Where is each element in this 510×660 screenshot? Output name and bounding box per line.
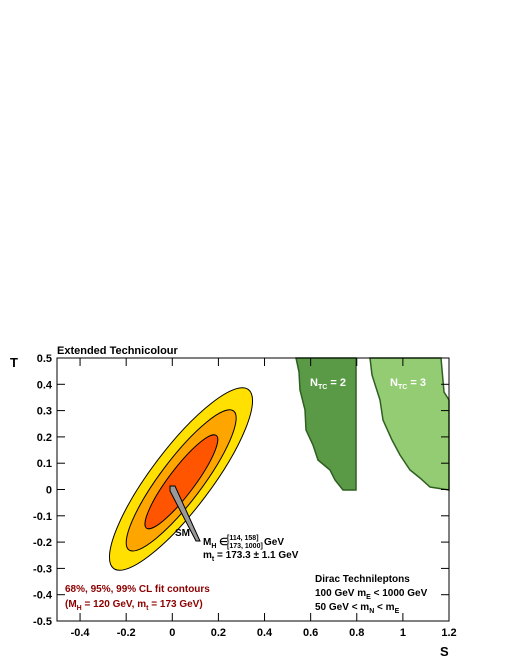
text: N [369,608,374,615]
mh-range-bottom: [173, 1000] [227,543,263,550]
contour-note: 68%, 95%, 99% CL fit contours [65,584,210,595]
y-tick-label: -0.1 [33,511,52,523]
x-tick-label: -0.2 [117,627,136,639]
text: (M [65,599,77,610]
sm-label: SM [175,528,190,539]
text: H [211,543,216,550]
x-tick-label: 0.4 [257,627,273,639]
chart-title: Extended Technicolour [57,345,179,357]
mh-label: MH ∈ [203,537,228,550]
y-tick-label: 0.1 [37,458,52,470]
text: 100 GeV m [315,588,366,599]
text: N [310,377,318,389]
leptons-me: 100 GeV mE < 1000 GeV [315,588,428,601]
mt-label: mt = 173.3 ± 1.1 GeV [203,550,299,563]
leptons-title: Dirac Technileptons [315,574,410,585]
x-tick-label: 1.2 [441,627,456,639]
mh-range-top: [114, 158] [227,535,259,542]
text: t [212,556,215,563]
ticks: -0.4 -0.2 0 0.2 0.4 0.6 0.8 1 1.2 -0.5 -0.4 -0.3 -0.… [33,353,457,639]
x-tick-label: 0.6 [303,627,318,639]
y-tick-label: -0.4 [33,590,53,602]
x-tick-label: -0.4 [71,627,91,639]
x-tick-label: 1 [400,627,406,639]
text: 50 GeV < m [315,602,369,613]
y-tick-label: 0.5 [37,353,52,365]
text: = 2 [327,377,346,389]
text: = 3 [407,377,426,389]
leptons-mn: 50 GeV < mN < mE [315,602,400,615]
contour-68 [144,434,219,530]
y-tick-label: -0.2 [33,537,52,549]
text: E [366,594,371,601]
text: t [146,605,149,612]
text: < 1000 GeV [371,588,428,599]
text: TC [398,384,407,391]
y-tick-label: -0.5 [33,616,52,628]
y-tick-label: 0.2 [37,432,52,444]
x-tick-label: 0.2 [211,627,226,639]
mh-unit: GeV [264,537,284,548]
regions [295,357,450,491]
text: N [390,377,398,389]
x-tick-label: 0.8 [349,627,364,639]
x-tick-label: 0 [169,627,175,639]
region-ntc3 [369,357,450,491]
region-ntc2 [295,357,357,491]
sm-band [169,485,201,542]
ntc2-label: NTC = 2 [310,377,346,391]
text: = 120 GeV, m [82,599,147,610]
contours [108,387,254,571]
y-tick-label: 0.4 [37,379,53,391]
text: m [203,550,212,561]
text: TC [318,384,327,391]
text: E [395,608,400,615]
text: < m [374,602,394,613]
text: H [77,605,82,612]
ntc3-label: NTC = 3 [390,377,426,391]
text: M [203,537,211,548]
text: = 173.3 ± 1.1 GeV [214,550,298,561]
y-tick-label: 0 [46,485,52,497]
contour-note-params: (MH = 120 GeV, mt = 173 GeV) [65,599,203,612]
y-tick-label: 0.3 [37,406,52,418]
text: = 173 GeV) [148,599,202,610]
text: ∈ [216,537,228,548]
y-tick-label: -0.3 [33,563,52,575]
x-axis-label: S [440,644,449,659]
y-axis-label: T [10,355,18,370]
